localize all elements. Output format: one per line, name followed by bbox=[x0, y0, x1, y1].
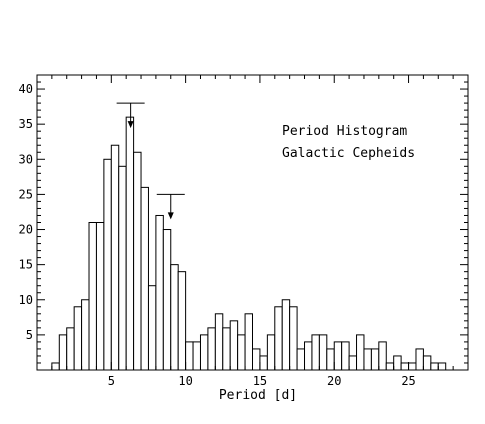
annotation-line-1: Period Histogram bbox=[282, 124, 407, 139]
histogram-bar bbox=[393, 355, 402, 371]
histogram-bar bbox=[185, 341, 194, 371]
histogram-bar bbox=[400, 362, 410, 371]
histogram-bar bbox=[207, 327, 216, 371]
histogram-bars bbox=[51, 116, 447, 371]
histogram-bar bbox=[266, 334, 276, 371]
histogram-bar bbox=[66, 327, 75, 371]
histogram-bar bbox=[348, 355, 358, 371]
histogram-bar bbox=[73, 306, 83, 371]
upper-limit-markers bbox=[116, 102, 185, 220]
x-tick-label: 25 bbox=[401, 374, 415, 388]
x-tick-label: 10 bbox=[178, 374, 192, 388]
histogram-bar bbox=[95, 222, 105, 371]
histogram-bar bbox=[296, 348, 306, 371]
y-tick-label: 35 bbox=[19, 117, 33, 131]
histogram-bar bbox=[110, 144, 120, 371]
histogram-bar bbox=[430, 362, 439, 371]
y-tick-label: 25 bbox=[19, 187, 33, 201]
histogram-bar bbox=[58, 334, 68, 371]
y-tick-label: 40 bbox=[19, 82, 33, 96]
marker-arrowhead bbox=[127, 121, 134, 129]
y-tick-label: 5 bbox=[26, 328, 33, 342]
y-tick-label: 15 bbox=[19, 258, 33, 272]
histogram-bar bbox=[422, 355, 432, 371]
histogram-bar bbox=[370, 348, 380, 371]
annotation-line-2: Galactic Cepheids bbox=[282, 146, 415, 161]
histogram-bar bbox=[341, 341, 350, 371]
x-axis-ticks: 5 10 15 20 25 bbox=[51, 75, 454, 388]
histogram-bar bbox=[118, 165, 127, 371]
histogram-bar bbox=[51, 362, 60, 371]
histogram-bar bbox=[214, 313, 224, 371]
x-axis-label: Period [d] bbox=[219, 388, 297, 403]
histogram-bar bbox=[170, 264, 179, 371]
y-tick-label: 10 bbox=[19, 293, 33, 307]
y-tick-label: 30 bbox=[19, 152, 33, 166]
upper-limit-marker bbox=[116, 102, 145, 129]
histogram-bar bbox=[177, 271, 187, 371]
x-tick-label: 20 bbox=[327, 374, 341, 388]
histogram-bar bbox=[88, 222, 97, 371]
histogram-bar bbox=[385, 362, 395, 371]
histogram-bar bbox=[437, 362, 447, 371]
histogram-bar bbox=[103, 158, 112, 371]
x-tick-label: 15 bbox=[253, 374, 267, 388]
histogram-bar bbox=[311, 334, 320, 371]
histogram-bar bbox=[289, 306, 298, 371]
histogram-bar bbox=[326, 348, 335, 371]
histogram-bar bbox=[162, 229, 172, 371]
histogram-bar bbox=[415, 348, 424, 371]
histogram-bar bbox=[244, 313, 254, 371]
y-tick-label: 20 bbox=[19, 223, 33, 237]
histogram-bar bbox=[125, 116, 135, 371]
histogram-bar bbox=[81, 299, 90, 371]
histogram-bar bbox=[229, 320, 239, 371]
y-axis-ticks: 5 10 15 20 25 30 35 40 bbox=[19, 81, 468, 364]
histogram-bar bbox=[147, 285, 157, 371]
histogram-bar bbox=[140, 186, 149, 371]
histogram-bar bbox=[192, 341, 201, 371]
histogram-bar bbox=[252, 348, 261, 371]
x-tick-label: 5 bbox=[108, 374, 115, 388]
marker-arrowhead bbox=[167, 212, 174, 220]
histogram-bar bbox=[318, 334, 328, 371]
histogram-bar bbox=[281, 299, 291, 371]
histogram-bar bbox=[333, 341, 343, 371]
histogram-bar bbox=[259, 355, 268, 371]
histogram-bar bbox=[155, 214, 164, 371]
histogram-bar bbox=[222, 327, 231, 371]
histogram-bar bbox=[356, 334, 365, 371]
histogram-bar bbox=[199, 334, 209, 371]
upper-limit-marker bbox=[156, 193, 185, 220]
histogram-bar bbox=[408, 362, 417, 371]
histogram-bar bbox=[133, 151, 142, 371]
histogram-bar bbox=[274, 306, 283, 371]
histogram-bar bbox=[363, 348, 372, 371]
histogram-bar bbox=[378, 341, 387, 371]
histogram-bar bbox=[237, 334, 246, 371]
histogram-bar bbox=[304, 341, 313, 371]
